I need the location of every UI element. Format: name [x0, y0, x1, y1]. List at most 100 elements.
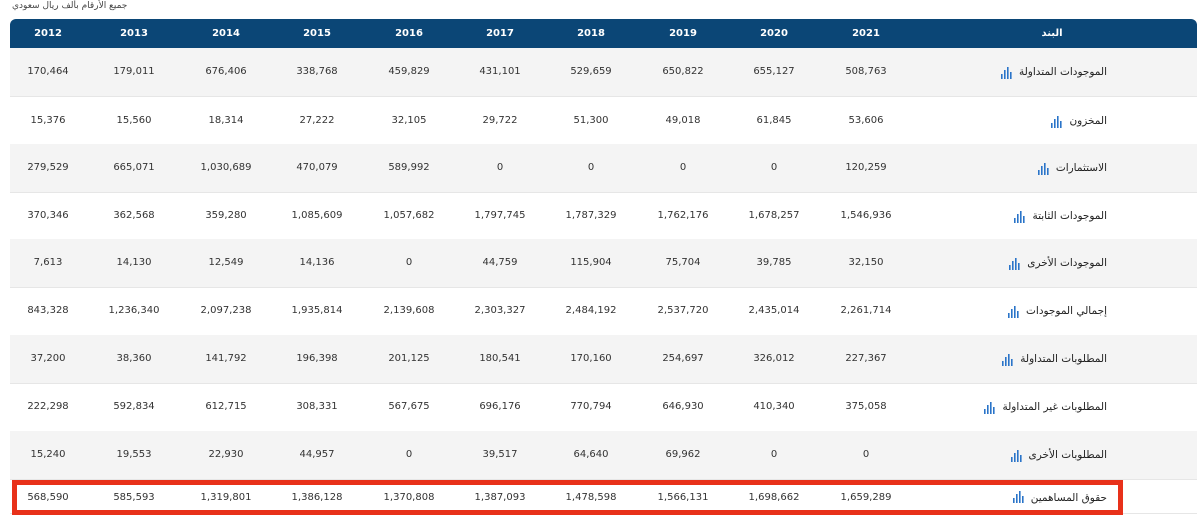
bar-chart-icon[interactable]: [1002, 354, 1013, 366]
table-row: المطلوبات الأخرى 0 0 69,962 64,640 39,517 0 44,…: [10, 431, 1197, 480]
cell-2018: 529,659: [570, 66, 612, 77]
cell-2016: 0: [405, 257, 413, 268]
bar-chart-icon[interactable]: [1051, 116, 1063, 128]
cell-2013: 179,011: [113, 66, 155, 77]
header-year-2016[interactable]: 2016: [395, 28, 423, 39]
table-row: الموجودات الثابتة 1,546,936 1,678,257 1,762…: [10, 192, 1197, 241]
cell-2021: 1,546,936: [840, 210, 892, 221]
cell-2020: 0: [770, 162, 778, 173]
cell-2016: 1,057,682: [383, 210, 435, 221]
cell-2016: 2,139,608: [383, 305, 435, 316]
bar-chart-icon[interactable]: [1000, 67, 1012, 79]
cell-2016: 589,992: [388, 162, 430, 173]
table-row: المطلوبات المتداولة 227,367 326,012 254,697…: [10, 335, 1197, 384]
header-year-2020[interactable]: 2020: [760, 28, 788, 39]
row-label: الموجودات الأخرى: [1027, 257, 1107, 269]
cell-2015: 27,222: [299, 115, 335, 126]
cell-2016: 1,370,808: [383, 492, 435, 503]
cell-2012: 15,240: [30, 449, 66, 460]
cell-2015: 196,398: [296, 353, 338, 364]
cell-2017: 39,517: [482, 449, 518, 460]
table-row: الموجودات المتداولة 508,763 655,127 650,822…: [10, 48, 1197, 97]
cell-2016: 567,675: [388, 401, 430, 412]
cell-2014: 612,715: [205, 401, 247, 412]
header-year-2019[interactable]: 2019: [669, 28, 697, 39]
row-label: المطلوبات غير المتداولة: [1002, 401, 1107, 413]
cell-2020: 1,698,662: [748, 492, 800, 503]
row-label: المخزون: [1069, 115, 1107, 127]
cell-2021: 227,367: [845, 353, 887, 364]
cell-2021: 0: [862, 449, 870, 460]
cell-2019: 1,762,176: [657, 210, 709, 221]
cell-2015: 308,331: [296, 401, 338, 412]
cell-2021: 1,659,289: [840, 492, 892, 503]
cell-2019: 646,930: [662, 401, 704, 412]
cell-2014: 1,030,689: [200, 162, 252, 173]
cell-2016: 32,105: [391, 115, 427, 126]
cell-2018: 0: [587, 162, 595, 173]
cell-2016: 459,829: [388, 66, 430, 77]
bar-chart-icon[interactable]: [1037, 163, 1049, 175]
cell-2013: 38,360: [116, 353, 152, 364]
bar-chart-icon[interactable]: [1014, 211, 1026, 223]
cell-2018: 770,794: [570, 401, 612, 412]
bar-chart-icon[interactable]: [1012, 491, 1024, 503]
cell-2013: 585,593: [113, 492, 155, 503]
cell-2017: 1,797,745: [474, 210, 526, 221]
cell-2014: 359,280: [205, 210, 247, 221]
cell-2019: 254,697: [662, 353, 704, 364]
cell-2014: 676,406: [205, 66, 247, 77]
cell-2019: 0: [679, 162, 687, 173]
cell-2018: 2,484,192: [565, 305, 617, 316]
cell-2020: 39,785: [756, 257, 792, 268]
header-year-2013[interactable]: 2013: [120, 28, 148, 39]
header-year-2021[interactable]: 2021: [852, 28, 880, 39]
cell-2019: 49,018: [665, 115, 701, 126]
cell-2017: 2,303,327: [474, 305, 526, 316]
header-year-2015[interactable]: 2015: [303, 28, 331, 39]
cell-2012: 222,298: [27, 401, 69, 412]
table-row: الاستثمارات 120,259 0 0 0 0 589,992 470,079 1,03…: [10, 144, 1197, 193]
cell-2012: 568,590: [27, 492, 69, 503]
cell-2018: 64,640: [573, 449, 609, 460]
row-label: المطلوبات الأخرى: [1028, 449, 1107, 461]
cell-2020: 2,435,014: [748, 305, 800, 316]
row-label: الموجودات الثابتة: [1032, 210, 1107, 222]
cell-2017: 1,387,093: [474, 492, 526, 503]
cell-2013: 19,553: [116, 449, 152, 460]
cell-2020: 326,012: [753, 353, 795, 364]
cell-2017: 696,176: [479, 401, 521, 412]
cell-2012: 170,464: [27, 66, 69, 77]
units-note: جميع الأرقام بألف ريال سعودي: [12, 1, 128, 11]
financial-table: البند 2021 2020 2019 2018 2017 2016 2015 2014 201…: [10, 19, 1197, 514]
table-row: المخزون 53,606 61,845 49,018 51,300 29,722 32,…: [10, 97, 1197, 146]
table-row: الموجودات الأخرى 32,150 39,785 75,704 115,90…: [10, 239, 1197, 288]
cell-2013: 15,560: [116, 115, 152, 126]
header-year-2014[interactable]: 2014: [212, 28, 240, 39]
cell-2018: 170,160: [570, 353, 612, 364]
cell-2020: 0: [770, 449, 778, 460]
bar-chart-icon[interactable]: [1010, 450, 1022, 462]
cell-2012: 15,376: [30, 115, 66, 126]
header-year-2018[interactable]: 2018: [577, 28, 605, 39]
cell-2014: 141,792: [205, 353, 247, 364]
cell-2018: 51,300: [573, 115, 609, 126]
cell-2019: 2,537,720: [657, 305, 709, 316]
bar-chart-icon[interactable]: [984, 402, 996, 414]
bar-chart-icon[interactable]: [1008, 306, 1019, 318]
header-year-2012[interactable]: 2012: [34, 28, 62, 39]
cell-2016: 201,125: [388, 353, 430, 364]
bar-chart-icon[interactable]: [1009, 258, 1020, 270]
cell-2015: 1,386,128: [291, 492, 343, 503]
shareholders-equity-highlight: [12, 480, 1123, 515]
cell-2020: 655,127: [753, 66, 795, 77]
cell-2019: 1,566,131: [657, 492, 709, 503]
cell-2015: 338,768: [296, 66, 338, 77]
cell-2013: 1,236,340: [108, 305, 160, 316]
cell-2017: 180,541: [479, 353, 521, 364]
cell-2019: 650,822: [662, 66, 704, 77]
cell-2018: 1,478,598: [565, 492, 617, 503]
cell-2014: 18,314: [208, 115, 244, 126]
cell-2015: 1,935,814: [291, 305, 343, 316]
header-year-2017[interactable]: 2017: [486, 28, 514, 39]
